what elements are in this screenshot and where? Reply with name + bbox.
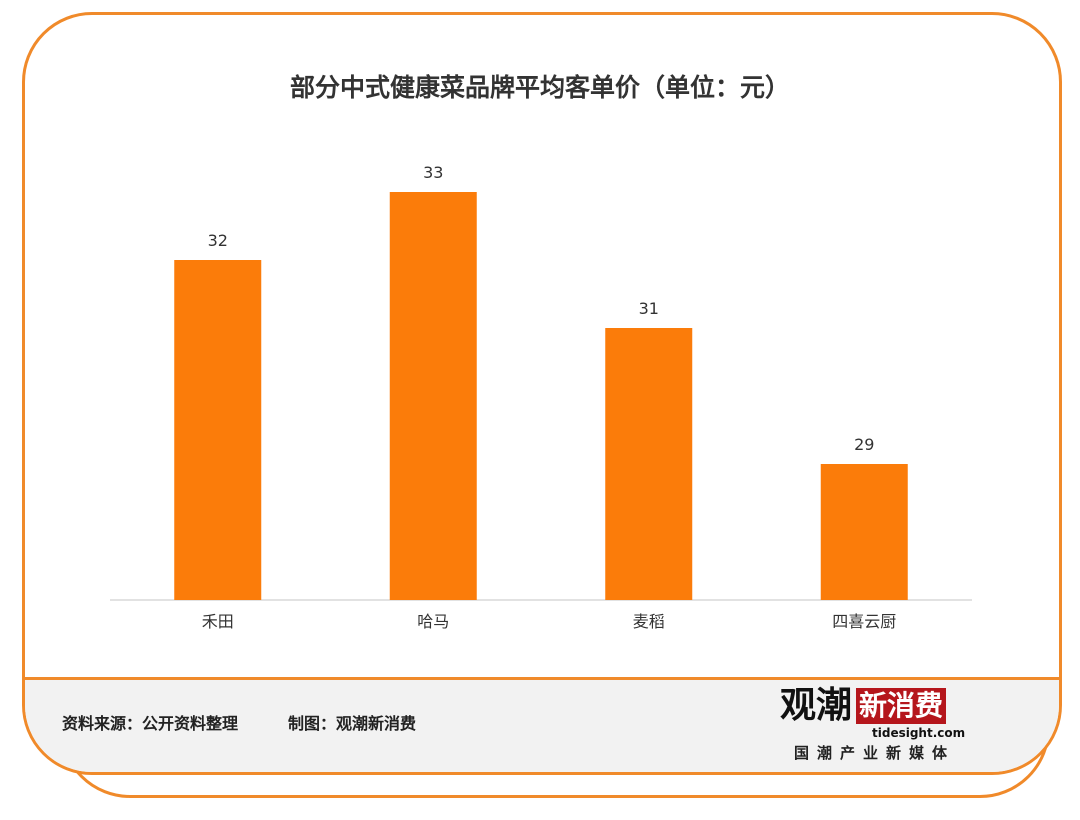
logo-text-a: 观潮 <box>780 685 853 726</box>
category-label-1: 哈马 <box>417 612 449 631</box>
maker-note: 制图：观潮新消费 <box>288 714 417 733</box>
bar-1 <box>389 192 477 600</box>
data-label-1: 33 <box>423 163 443 182</box>
brand-logo: 观潮 新消费 tidesight.com 国潮产业新媒体 <box>780 686 1015 763</box>
source-note: 资料来源：公开资料整理 <box>62 714 239 733</box>
category-label-2: 麦稻 <box>633 612 665 631</box>
chart-title: 部分中式健康菜品牌平均客单价（单位：元） <box>289 73 790 102</box>
bar-3 <box>820 464 908 600</box>
category-label-0: 禾田 <box>202 612 234 631</box>
category-label-3: 四喜云厨 <box>832 612 896 631</box>
logo-tagline: 国潮产业新媒体 <box>794 744 956 762</box>
data-label-0: 32 <box>208 231 228 250</box>
logo-url: tidesight.com <box>872 726 966 740</box>
bar-2 <box>605 328 693 600</box>
bar-0 <box>174 260 262 600</box>
logo-text-b: 新消费 <box>856 688 947 724</box>
data-label-2: 31 <box>639 299 659 318</box>
data-label-3: 29 <box>854 435 874 454</box>
